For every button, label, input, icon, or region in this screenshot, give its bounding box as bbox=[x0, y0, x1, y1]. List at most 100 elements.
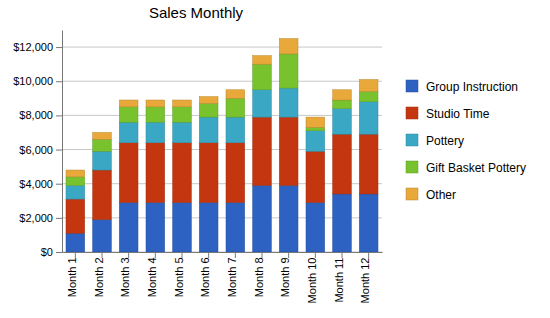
bar-segment bbox=[173, 100, 192, 107]
bar-segment bbox=[306, 131, 325, 151]
tick-label: Month 3 bbox=[119, 258, 131, 298]
tick: Month 10 bbox=[306, 252, 318, 303]
legend-label: Gift Basket Pottery bbox=[426, 161, 526, 175]
bar-segment bbox=[253, 185, 272, 252]
bar-segment bbox=[253, 90, 272, 117]
bar-segment bbox=[306, 117, 325, 127]
bar-segment bbox=[279, 54, 298, 88]
legend-label: Pottery bbox=[426, 134, 464, 148]
bar-segment bbox=[119, 143, 138, 203]
tick-mark bbox=[56, 115, 62, 116]
bar-segment bbox=[66, 185, 85, 199]
tick-mark bbox=[315, 252, 316, 258]
tick: $6,000 bbox=[19, 144, 62, 156]
grid-line bbox=[62, 47, 382, 48]
tick-mark bbox=[342, 252, 343, 258]
tick: Month 6 bbox=[199, 252, 211, 297]
bars bbox=[66, 39, 378, 252]
bar-segment bbox=[359, 134, 378, 194]
tick-mark bbox=[56, 218, 62, 219]
bar-segment bbox=[333, 90, 352, 100]
bar-segment bbox=[93, 139, 112, 151]
bar-segment bbox=[66, 199, 85, 233]
tick-label: $2,000 bbox=[19, 212, 53, 224]
bar-segment bbox=[226, 143, 245, 203]
legend-swatch bbox=[406, 80, 418, 92]
legend-item: Studio Time bbox=[406, 107, 490, 121]
bar-segment bbox=[279, 185, 298, 252]
grid bbox=[62, 47, 382, 252]
tick-label: Month 1 bbox=[66, 258, 78, 298]
tick-label: Month 9 bbox=[279, 258, 291, 298]
bar-segment bbox=[66, 233, 85, 252]
legend-item: Gift Basket Pottery bbox=[406, 161, 526, 175]
bar-segment bbox=[306, 151, 325, 202]
tick-mark bbox=[56, 150, 62, 151]
axis-line bbox=[63, 252, 383, 253]
bar-segment bbox=[93, 170, 112, 220]
bar-segment bbox=[279, 117, 298, 185]
bar-segment bbox=[173, 122, 192, 142]
bar-segment bbox=[333, 134, 352, 194]
bar-segment bbox=[66, 170, 85, 177]
grid-line bbox=[62, 81, 382, 82]
series bbox=[66, 117, 378, 233]
legend: Group Instruction Studio Time Pottery Gift … bbox=[406, 80, 526, 202]
tick-label: Month 11 bbox=[333, 258, 345, 303]
y-axis: $0$2,000$4,000$6,000$8,000$10,000$12,000 bbox=[13, 31, 62, 259]
tick-label: Month 5 bbox=[173, 258, 185, 298]
bar-segment bbox=[199, 103, 218, 117]
bar-segment bbox=[253, 64, 272, 90]
tick-mark bbox=[368, 252, 369, 258]
tick: Month 9 bbox=[279, 252, 291, 297]
bar-segment bbox=[306, 202, 325, 252]
bar-segment bbox=[279, 39, 298, 54]
legend-swatch bbox=[406, 188, 418, 200]
bar-segment bbox=[253, 56, 272, 65]
bar-segment bbox=[359, 102, 378, 134]
tick-label: $12,000 bbox=[13, 41, 53, 53]
bar-segment bbox=[226, 117, 245, 143]
bar-segment bbox=[119, 107, 138, 122]
bar-segment bbox=[359, 80, 378, 92]
bar-segment bbox=[146, 107, 165, 122]
tick-label: $6,000 bbox=[19, 144, 53, 156]
tick: Month 12 bbox=[359, 252, 371, 303]
bar-segment bbox=[93, 132, 112, 139]
tick-label: Month 8 bbox=[253, 258, 265, 298]
legend-label: Studio Time bbox=[426, 107, 490, 121]
bar-segment bbox=[359, 194, 378, 252]
legend-swatch bbox=[406, 161, 418, 173]
bar-segment bbox=[199, 143, 218, 203]
series bbox=[66, 88, 378, 199]
tick-mark bbox=[75, 252, 76, 258]
tick: Month 8 bbox=[253, 252, 265, 297]
legend-swatch bbox=[406, 134, 418, 146]
tick-label: $0 bbox=[41, 246, 53, 258]
bar-segment bbox=[333, 100, 352, 109]
tick-label: Month 4 bbox=[146, 258, 158, 298]
bar-segment bbox=[226, 98, 245, 117]
tick-mark bbox=[102, 252, 103, 258]
bar-segment bbox=[146, 202, 165, 252]
tick: $10,000 bbox=[13, 75, 62, 87]
x-axis: Month 1 Month 2 Month 3 Month 4 Month 5 Month… bbox=[63, 252, 383, 303]
tick: $4,000 bbox=[19, 178, 62, 190]
bar-segment bbox=[66, 177, 85, 186]
plot: $0$2,000$4,000$6,000$8,000$10,000$12,000… bbox=[13, 31, 382, 304]
bar-segment bbox=[199, 202, 218, 252]
legend-item: Pottery bbox=[406, 134, 464, 148]
bar-segment bbox=[119, 100, 138, 107]
tick: Month 4 bbox=[146, 252, 158, 297]
legend-item: Group Instruction bbox=[406, 80, 518, 94]
title: Sales Monthly bbox=[149, 4, 244, 21]
tick-mark bbox=[128, 252, 129, 258]
series bbox=[66, 185, 378, 252]
tick-mark bbox=[56, 252, 62, 253]
bar-segment bbox=[226, 90, 245, 99]
legend-label: Other bbox=[426, 188, 456, 202]
tick-label: Month 2 bbox=[93, 258, 105, 298]
bar-segment bbox=[119, 122, 138, 142]
legend-swatch bbox=[406, 107, 418, 119]
legend-item: Other bbox=[406, 188, 456, 202]
